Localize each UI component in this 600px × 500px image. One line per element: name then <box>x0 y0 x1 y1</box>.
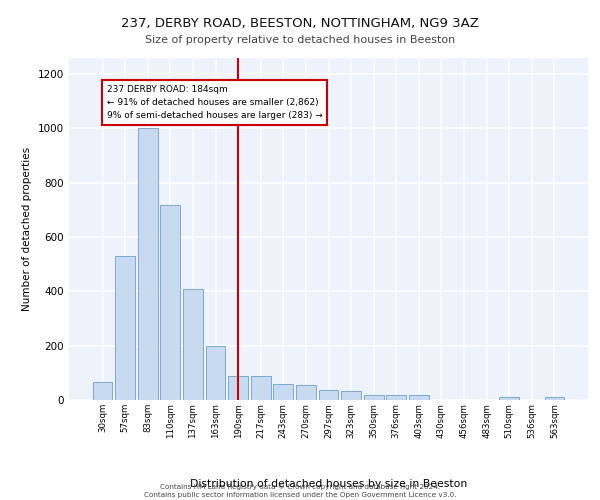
Bar <box>341 391 361 400</box>
Y-axis label: Number of detached properties: Number of detached properties <box>22 146 32 311</box>
Bar <box>206 346 226 400</box>
Bar <box>409 394 429 400</box>
Bar <box>92 382 112 400</box>
Bar <box>228 376 248 400</box>
Bar <box>115 256 135 400</box>
Bar <box>499 396 519 400</box>
Text: 237, DERBY ROAD, BEESTON, NOTTINGHAM, NG9 3AZ: 237, DERBY ROAD, BEESTON, NOTTINGHAM, NG… <box>121 18 479 30</box>
Text: Contains HM Land Registry data © Crown copyright and database right 2024.
Contai: Contains HM Land Registry data © Crown c… <box>144 484 456 498</box>
X-axis label: Distribution of detached houses by size in Beeston: Distribution of detached houses by size … <box>190 480 467 490</box>
Bar <box>364 395 383 400</box>
Bar <box>386 394 406 400</box>
Bar <box>296 385 316 400</box>
Bar <box>251 376 271 400</box>
Bar <box>138 128 158 400</box>
Text: Size of property relative to detached houses in Beeston: Size of property relative to detached ho… <box>145 35 455 45</box>
Text: 237 DERBY ROAD: 184sqm
← 91% of detached houses are smaller (2,862)
9% of semi-d: 237 DERBY ROAD: 184sqm ← 91% of detached… <box>107 84 322 120</box>
Bar <box>274 384 293 400</box>
Bar <box>545 398 565 400</box>
Bar <box>183 288 203 400</box>
Bar <box>319 390 338 400</box>
Bar <box>160 205 180 400</box>
